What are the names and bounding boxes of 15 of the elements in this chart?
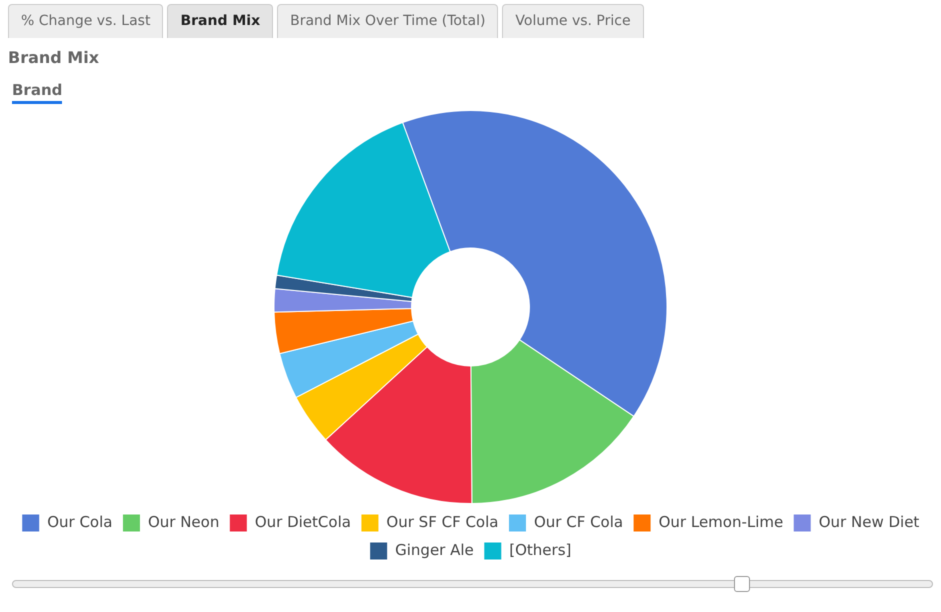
text: Volume vs. Price: [502, 4, 644, 38]
legend-label: Our Lemon-Lime: [658, 512, 784, 531]
legend-label: Our Cola: [47, 512, 112, 531]
text: Brand Mix Over Time (Total): [277, 4, 498, 38]
legend-label: Our New Diet: [818, 512, 920, 531]
legend-label: Ginger Ale: [395, 540, 474, 559]
chart-subtitle: Brand: [12, 81, 62, 104]
legend-label: Our CF Cola: [534, 512, 624, 531]
legend-label: Our DietCola: [254, 512, 351, 531]
text: Brand Mix: [167, 4, 274, 38]
text: % Change vs. Last: [8, 4, 164, 38]
chart-title: Brand Mix: [8, 48, 100, 67]
legend-label: [Others]: [509, 540, 572, 559]
legend-label: Our Neon: [148, 512, 220, 531]
legend-label: Our SF CF Cola: [386, 512, 498, 531]
